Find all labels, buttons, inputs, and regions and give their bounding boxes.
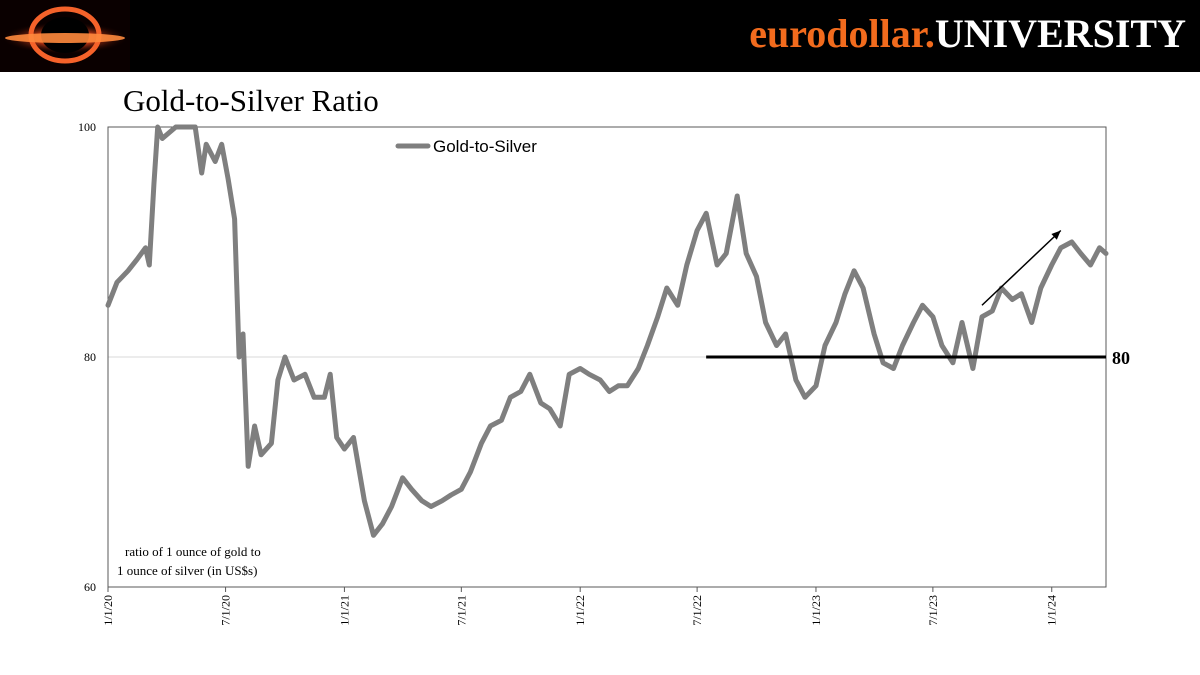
annotation-text: 1 ounce of silver (in US$s) bbox=[117, 563, 257, 578]
series-line bbox=[105, 124, 1109, 538]
chart-title: Gold-to-Silver Ratio bbox=[123, 83, 379, 118]
logo bbox=[0, 0, 130, 72]
y-tick-label: 60 bbox=[84, 580, 96, 594]
x-tick-label: 1/1/23 bbox=[809, 595, 823, 626]
x-tick-label: 1/1/20 bbox=[101, 595, 115, 626]
x-tick-label: 1/1/24 bbox=[1045, 595, 1059, 626]
x-tick-label: 7/1/21 bbox=[454, 595, 468, 626]
x-tick-label: 7/1/23 bbox=[926, 595, 940, 626]
brand-wordmark-part1: eurodollar. bbox=[749, 11, 935, 56]
brand-wordmark: eurodollar.UNIVERSITY bbox=[749, 10, 1186, 58]
trend-arrow-line bbox=[981, 229, 1062, 306]
y-tick-label: 80 bbox=[84, 350, 96, 364]
brand-wordmark-part2: UNIVERSITY bbox=[934, 11, 1186, 56]
y-tick-label: 100 bbox=[78, 120, 96, 134]
black-hole-icon bbox=[1, 6, 129, 64]
x-tick-label: 1/1/22 bbox=[573, 595, 587, 626]
header-banner: eurodollar.UNIVERSITY bbox=[0, 0, 1200, 72]
x-tick-label: 7/1/20 bbox=[219, 595, 233, 626]
x-tick-label: 7/1/22 bbox=[690, 595, 704, 626]
reference-line-label: 80 bbox=[1112, 348, 1130, 368]
x-tick-label: 1/1/21 bbox=[337, 595, 351, 626]
annotation-text: ratio of 1 ounce of gold to bbox=[125, 544, 261, 559]
trend-arrowhead bbox=[1051, 230, 1061, 240]
legend-label: Gold-to-Silver bbox=[433, 137, 537, 156]
